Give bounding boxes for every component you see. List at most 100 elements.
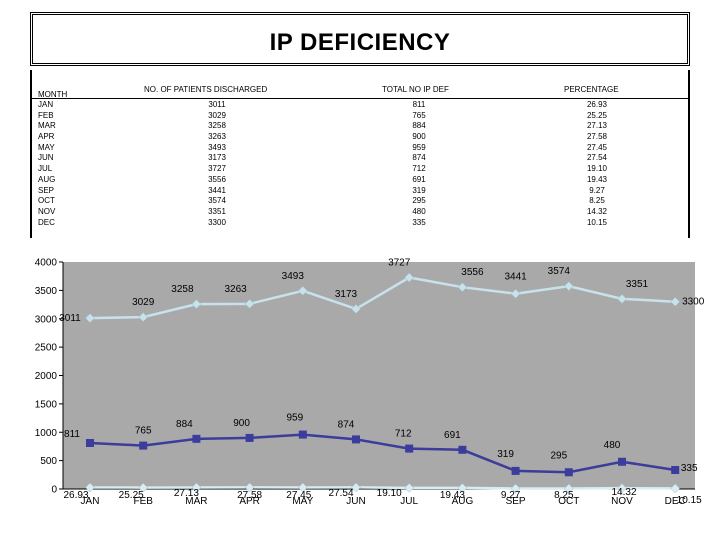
- data-label: 9.27: [501, 490, 521, 501]
- data-point: [191, 299, 202, 309]
- title-box: IP DEFICIENCY: [30, 12, 690, 66]
- table-cell-month: APR: [38, 132, 55, 142]
- data-label: 3727: [388, 257, 411, 268]
- data-point: [192, 434, 201, 443]
- data-label: 27.54: [328, 488, 353, 499]
- data-label: 10.15: [677, 495, 702, 506]
- data-point: [351, 304, 361, 314]
- data-label: 712: [395, 429, 412, 440]
- data-label: 27.13: [174, 488, 199, 499]
- data-point: [404, 483, 415, 493]
- data-point: [617, 293, 627, 304]
- table-cell-percentage: 10.15: [586, 217, 608, 227]
- table-cell-month: AUG: [38, 174, 56, 184]
- table-cell-percentage: 27.54: [586, 153, 608, 163]
- data-point: [671, 465, 680, 474]
- data-label: 3258: [171, 284, 194, 295]
- data-label: 319: [497, 449, 514, 460]
- series-line-2: [89, 486, 676, 490]
- data-label: 27.45: [286, 490, 311, 501]
- y-tick-label: 3500: [35, 286, 58, 297]
- month-column: JAN FEB MAR APR MAY JUN JUL AUG SEP OCT NOV DEC: [38, 100, 56, 228]
- x-tick-label: JAN: [81, 496, 100, 507]
- table-cell-patients: 3351: [208, 206, 226, 216]
- table-cell-ip_def: 335: [412, 217, 426, 227]
- table-cell-month: MAY: [38, 142, 55, 152]
- data-label: 3441: [504, 272, 527, 283]
- y-tick-label: 0: [51, 485, 57, 496]
- data-label: 295: [550, 450, 567, 461]
- data-label: 480: [604, 440, 621, 451]
- data-point: [404, 272, 415, 283]
- y-tick-label: 3000: [35, 314, 58, 325]
- data-label: 335: [681, 463, 698, 474]
- table-cell-percentage: 27.13: [586, 121, 608, 131]
- table-cell-patients: 3011: [208, 100, 226, 109]
- table-cell-ip_def: 811: [412, 100, 426, 109]
- table-cell-patients: 3556: [208, 174, 226, 184]
- data-label: 900: [233, 418, 250, 429]
- table-cell-patients: 3441: [208, 185, 226, 195]
- y-tick-label: 1500: [35, 399, 58, 410]
- line-chart: 0 500 1000 1500 2000 2500 3000 3500 4000 JAN FEB MA…: [35, 257, 705, 507]
- x-tick-label: MAY: [292, 496, 313, 507]
- table-cell-percentage: 19.10: [586, 164, 608, 174]
- table-cell-ip_def: 295: [412, 196, 426, 206]
- data-point: [511, 466, 520, 475]
- data-table: NO. OF PATIENTS DISCHARGED TOTAL NO IP D…: [30, 70, 690, 238]
- table-cell-patients: 3263: [208, 132, 226, 142]
- data-label: 874: [338, 419, 355, 430]
- patients-column: 3011 3029 3258 3263 3493 3173 3727 3556 3441 3574…: [192, 100, 242, 228]
- data-point: [245, 433, 254, 442]
- ip-def-column: 811 765 884 900 959 874 712 691 319 295 480 335: [394, 100, 444, 228]
- x-tick-label: FEB: [133, 496, 153, 507]
- data-point: [139, 441, 148, 450]
- x-tick-label: AUG: [452, 496, 474, 507]
- table-cell-patients: 3173: [208, 153, 226, 163]
- data-point: [298, 430, 307, 439]
- page-title: IP DEFICIENCY: [269, 29, 451, 56]
- y-tick-label: 2500: [35, 343, 58, 354]
- table-cell-ip_def: 480: [412, 206, 426, 216]
- data-label: 3556: [461, 267, 484, 278]
- header-ip-def: TOTAL NO IP DEF: [382, 85, 449, 94]
- data-label: 3263: [224, 284, 247, 295]
- data-point: [618, 457, 626, 466]
- header-rule: [32, 98, 688, 99]
- data-label: 3574: [548, 266, 571, 277]
- table-cell-month: DEC: [38, 217, 55, 227]
- table-cell-percentage: 25.25: [586, 110, 608, 120]
- table-cell-patients: 3574: [208, 196, 226, 206]
- data-point: [244, 482, 255, 493]
- data-point: [86, 438, 94, 447]
- data-point: [670, 296, 681, 307]
- series-line-0: [89, 276, 676, 320]
- data-label: 811: [64, 429, 80, 440]
- data-label: 26.93: [63, 490, 88, 501]
- y-tick-label: 1000: [35, 428, 58, 439]
- x-tick-label: DEC: [665, 496, 686, 507]
- table-cell-percentage: 27.45: [586, 142, 608, 152]
- data-label: 14.32: [611, 487, 636, 498]
- table-cell-percentage: 8.25: [589, 196, 605, 206]
- table-cell-ip_def: 691: [412, 174, 426, 184]
- data-point: [351, 482, 361, 493]
- x-tick-label: OCT: [558, 496, 579, 507]
- data-label: 3029: [132, 297, 155, 308]
- table-cell-patients: 3029: [208, 110, 226, 120]
- header-month: MONTH: [38, 90, 68, 99]
- data-point: [138, 482, 149, 493]
- table-cell-percentage: 26.93: [586, 100, 608, 109]
- table-cell-ip_def: 884: [412, 121, 426, 131]
- x-tick-label: MAR: [185, 496, 207, 507]
- header-percentage: PERCENTAGE: [564, 85, 619, 94]
- table-cell-month: JUL: [38, 164, 53, 174]
- data-label: 19.43: [440, 490, 465, 501]
- x-tick-label: JUL: [400, 496, 418, 507]
- table-cell-patients: 3258: [208, 121, 226, 131]
- y-tick-label: 2000: [35, 371, 58, 382]
- table-cell-month: OCT: [38, 196, 55, 206]
- data-point: [297, 285, 308, 296]
- y-tick-label: 4000: [35, 258, 58, 269]
- table-cell-percentage: 19.43: [586, 174, 608, 184]
